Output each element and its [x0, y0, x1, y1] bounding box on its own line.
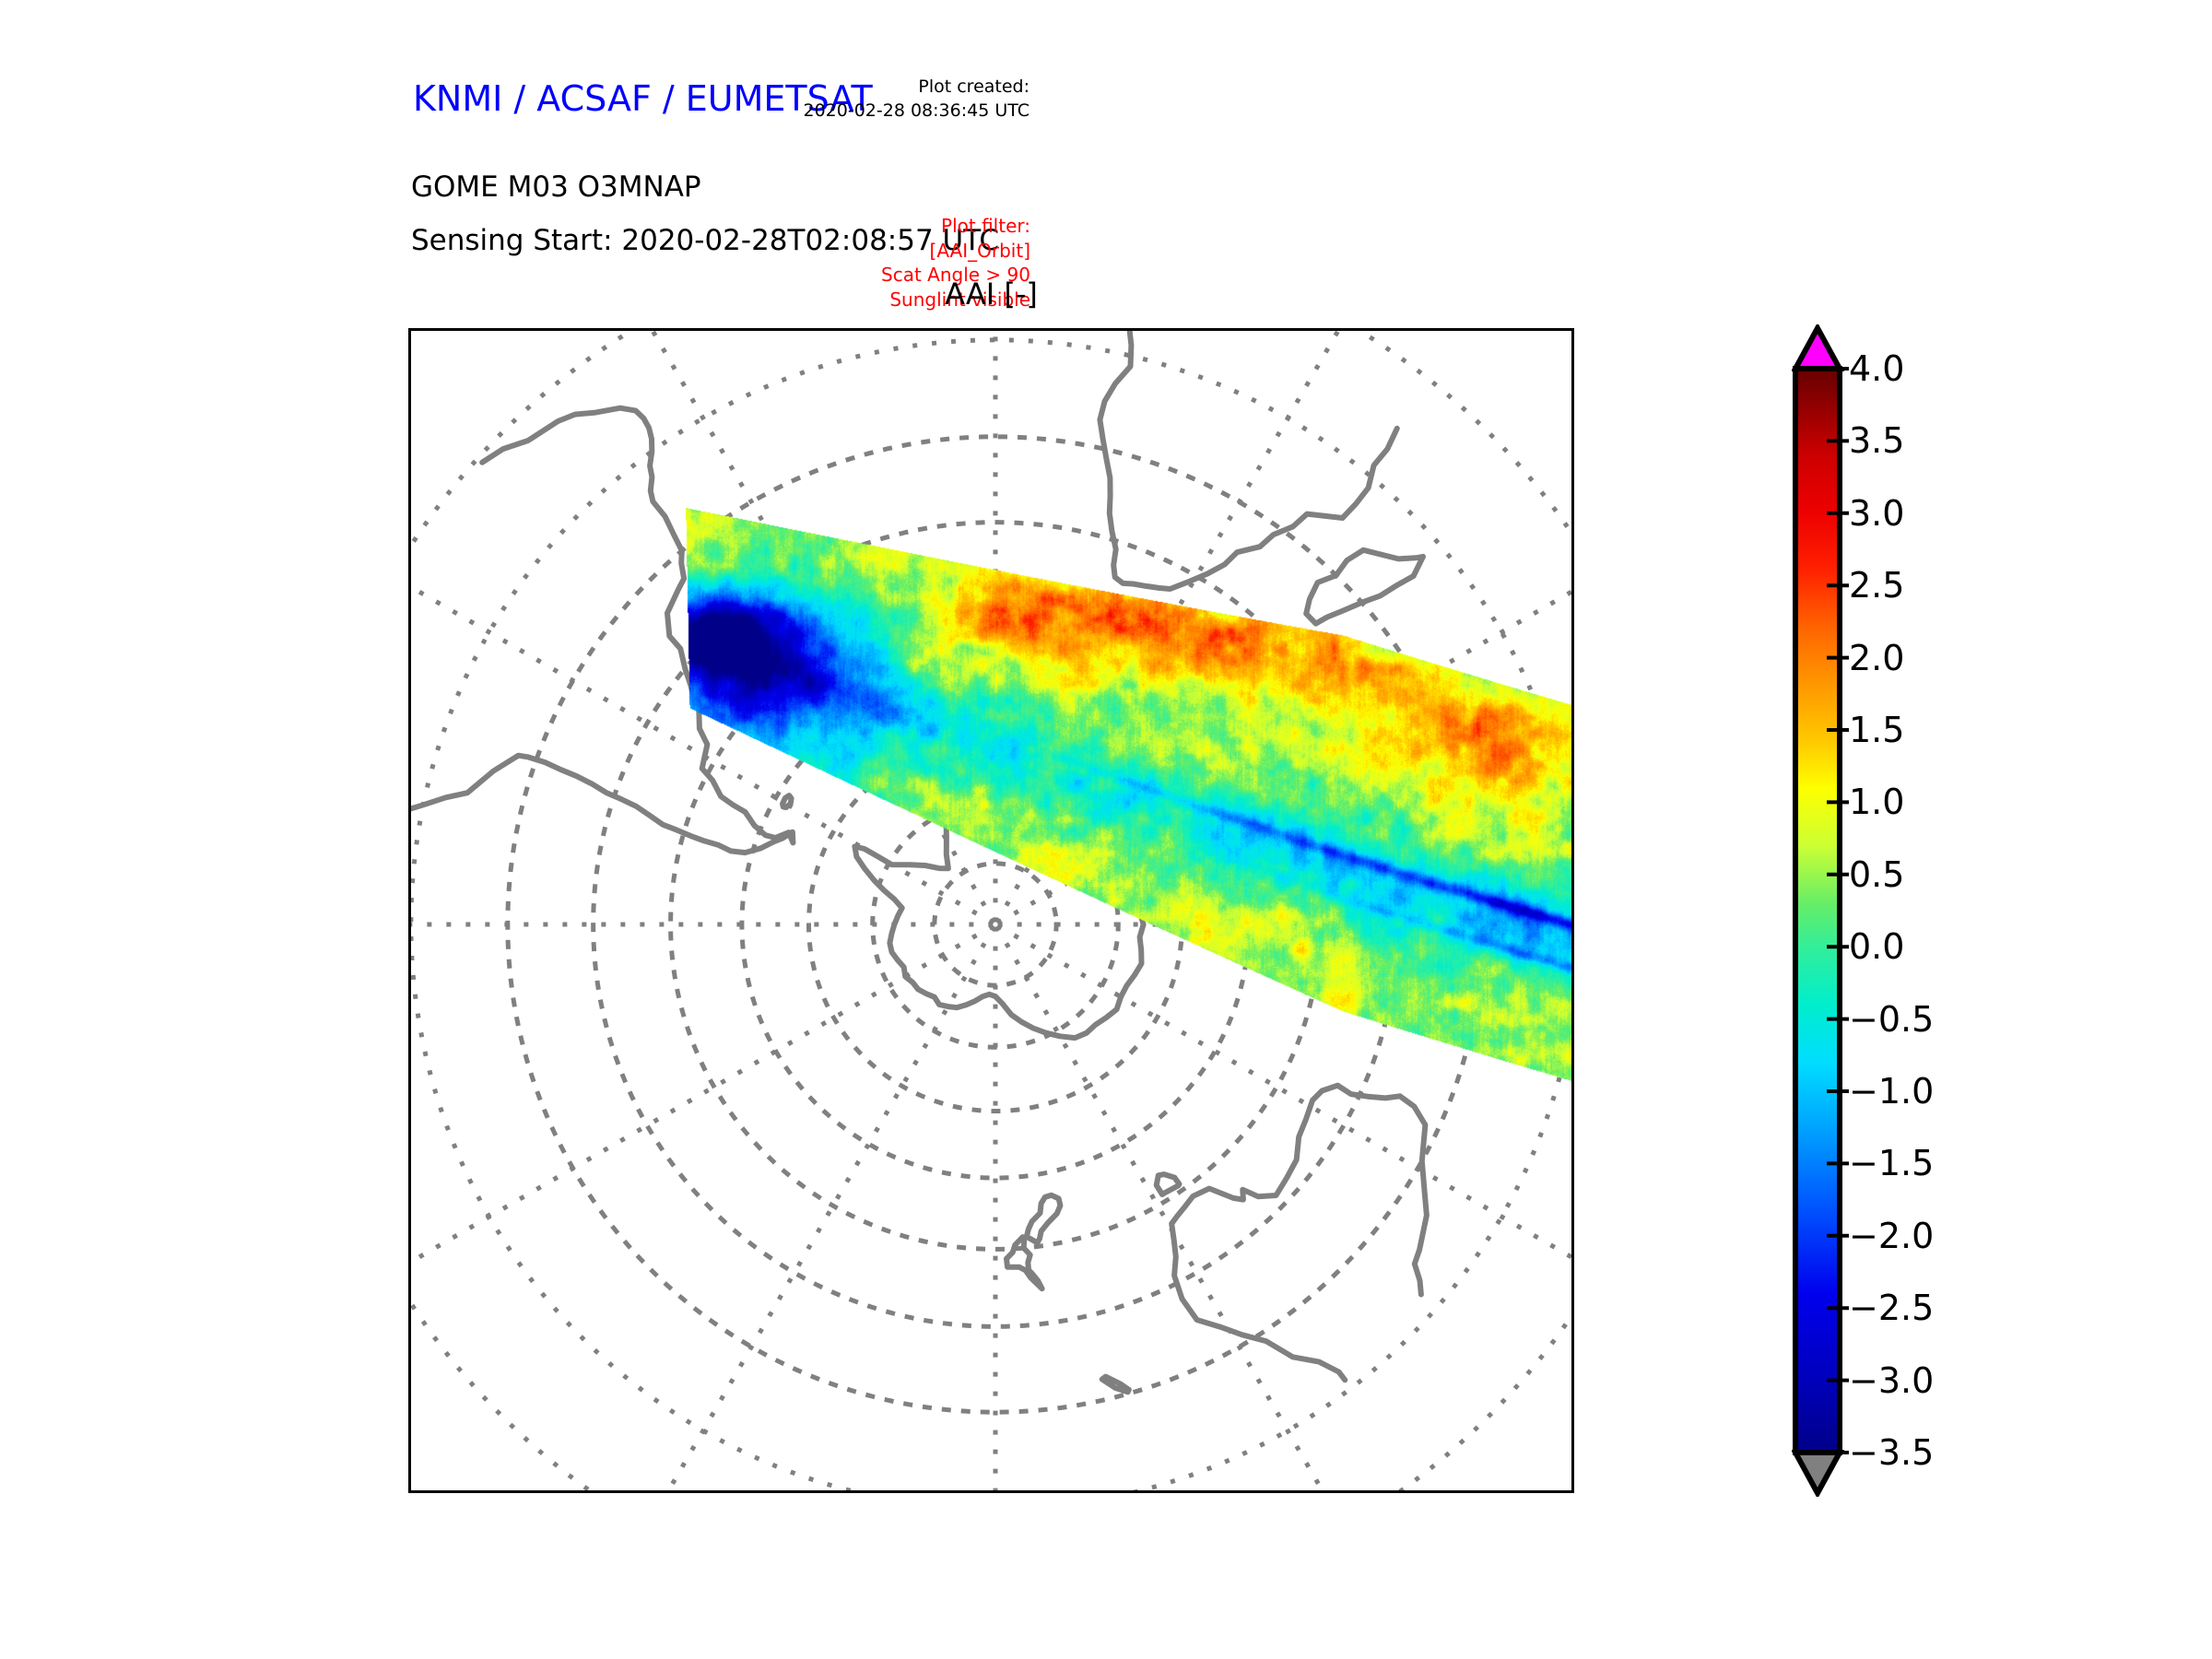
coastline-falklands [780, 793, 794, 810]
graticule-latitude-circle [806, 735, 1185, 1114]
graticule-layer [411, 331, 1571, 1490]
plot-filter-label: Plot filter: [941, 215, 1030, 237]
graticule-latitude-circle [870, 799, 1121, 1050]
colorbar-over-range-triangle [1792, 324, 1845, 371]
colorbar-tick-label: −1.5 [1849, 1143, 1935, 1184]
graticule-meridian [996, 924, 1571, 1260]
colorbar-under-range-triangle [1792, 1450, 1845, 1497]
coastline-tasmania [1153, 1171, 1182, 1197]
graticule-latitude-circle [668, 597, 1323, 1252]
sensing-start-text: Sensing Start: 2020-02-28T02:08:57 UTC [411, 224, 999, 257]
coastline-south-georgia [855, 739, 865, 754]
coastline-new-caledonia [1099, 1373, 1132, 1395]
plot-created-label: Plot created: [918, 76, 1030, 97]
coastline-layer [411, 331, 1430, 1395]
map-graticule-and-coastlines [411, 331, 1571, 1490]
colorbar-tick-label: 1.0 [1849, 782, 1905, 823]
colorbar: 4.0 3.5 3.0 2.5 2.0 1.5 1.0 0.5 0.0 −0.5 −1.0 −1.5 −… [1792, 324, 2188, 1497]
product-title: GOME M03 O3MNAP [411, 171, 701, 204]
plot-filter-sunglint: Sunglint visible [889, 288, 1030, 311]
graticule-meridian [665, 925, 996, 1490]
colorbar-gradient [1792, 324, 1849, 1497]
colorbar-tick-label: 4.0 [1849, 348, 1905, 389]
colorbar-tick-label: 2.0 [1849, 637, 1905, 678]
graticule-meridian [650, 331, 996, 924]
coastline-new-zealand-south [1023, 1192, 1064, 1246]
map-panel [408, 328, 1574, 1493]
colorbar-tick-label: −1.0 [1849, 1071, 1935, 1112]
coastline-australia [1169, 1082, 1430, 1383]
plot-created-block: Plot created: 2020-02-28 08:36:45 UTC [804, 76, 1030, 123]
graticule-latitude-circle [591, 520, 1400, 1329]
coastline-south-america-east [479, 405, 796, 846]
graticule-latitude-circle [505, 434, 1486, 1415]
colorbar-tick-label: −2.5 [1849, 1288, 1935, 1329]
colorbar-tick-label: −3.5 [1849, 1432, 1935, 1473]
graticule-meridian [996, 589, 1571, 925]
colorbar-tick-label: −3.0 [1849, 1359, 1935, 1401]
colorbar-body [1793, 366, 1842, 1455]
graticule-meridian [411, 924, 994, 1265]
plot-created-value: 2020-02-28 08:36:45 UTC [803, 100, 1030, 121]
plot-filter-scat-angle: Scat Angle > 90 [881, 264, 1030, 287]
graticule-meridian [994, 331, 1341, 924]
colorbar-tick-label: 3.5 [1849, 420, 1905, 462]
coastline-kerguelen [1231, 828, 1241, 841]
colorbar-tick-label: 0.5 [1849, 853, 1905, 895]
colorbar-tick-label: 1.5 [1849, 710, 1905, 750]
graticule-latitude-circle [411, 331, 1571, 1490]
organisation-title: KNMI / ACSAF / EUMETSAT [413, 78, 873, 119]
plot-filter-block: Plot filter: [AAI_Orbit] Scat Angle > 90… [881, 214, 1030, 312]
colorbar-tick-label: 0.0 [1849, 926, 1905, 968]
colorbar-tick-label: 3.0 [1849, 492, 1905, 534]
colorbar-tick-label: −0.5 [1849, 998, 1935, 1040]
colorbar-tick-label: 2.5 [1849, 565, 1905, 606]
axes-title: AAI [-] [945, 276, 1038, 312]
colorbar-tick-label: −2.0 [1849, 1215, 1935, 1256]
plot-filter-name: [AAI_Orbit] [929, 239, 1030, 262]
